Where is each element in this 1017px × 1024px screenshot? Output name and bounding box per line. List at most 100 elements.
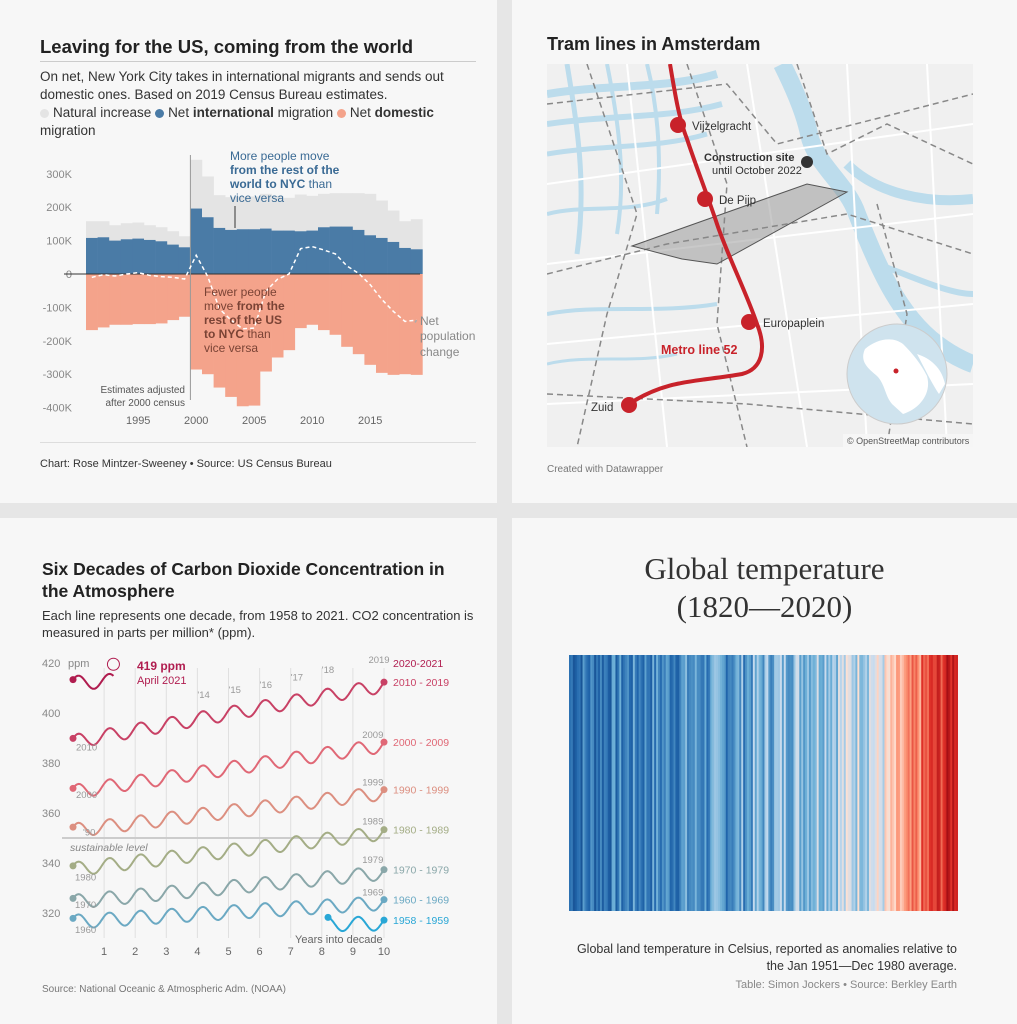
- temperature-stripe: [748, 655, 752, 911]
- stripes-panel: Global temperature (1820—2020) Global lan…: [512, 518, 1017, 1024]
- temperature-stripe: [671, 655, 675, 911]
- domestic-bar: [294, 274, 307, 329]
- x-tick-label: 1995: [126, 415, 150, 427]
- international-bar: [399, 247, 412, 274]
- callout-ring: [106, 657, 120, 671]
- temperature-stripe: [625, 655, 628, 911]
- decade-label: 1970 - 1979: [393, 865, 449, 877]
- decade-line: [72, 741, 385, 797]
- y-tick-label: 300K: [46, 169, 72, 181]
- temperature-stripe: [727, 655, 731, 911]
- legend-swatch: [336, 108, 346, 118]
- international-bar: [248, 229, 261, 274]
- year-tag: '90: [83, 828, 95, 839]
- international-bar: [236, 229, 249, 274]
- temperature-stripe: [745, 655, 748, 911]
- year-tag: 1970: [75, 900, 96, 911]
- net-label: Net: [420, 314, 439, 328]
- international-bar: [329, 226, 342, 274]
- natural-increase-bar: [86, 221, 98, 238]
- temperature-stripe: [901, 655, 905, 911]
- estimates-note: Estimates adjusted: [101, 385, 186, 396]
- domestic-bar: [352, 274, 365, 355]
- temperature-stripe: [590, 655, 593, 911]
- temperature-stripe: [569, 655, 572, 911]
- year-tag: 2010: [76, 743, 97, 754]
- temperature-stripe: [954, 655, 957, 911]
- domestic-bar: [329, 274, 342, 335]
- map-attribution: © OpenStreetMap contributors: [847, 436, 970, 446]
- temperature-stripe: [810, 655, 814, 911]
- international-bar: [190, 208, 203, 274]
- natural-increase-bar: [318, 193, 330, 228]
- decade-series: 1990 - 1999: [69, 785, 449, 837]
- temperature-stripe: [892, 655, 895, 911]
- temperature-stripe: [917, 655, 920, 911]
- year-tag: 1969: [362, 888, 383, 899]
- temperature-stripe: [646, 655, 649, 911]
- international-bar: [410, 249, 423, 274]
- temperature-stripe: [654, 655, 657, 911]
- temperature-stripe: [613, 655, 617, 911]
- temperature-stripe: [803, 655, 806, 911]
- temperature-stripe: [750, 655, 754, 911]
- temperature-stripe: [692, 655, 696, 911]
- decade-end-point: [380, 866, 388, 874]
- temperature-stripe: [696, 655, 700, 911]
- domestic-bar: [260, 274, 272, 372]
- decade-line: [72, 681, 385, 747]
- y-tick-label: 0: [66, 269, 72, 281]
- temperature-stripe: [905, 655, 909, 911]
- temperature-stripe: [836, 655, 839, 911]
- decade-line: [72, 867, 385, 908]
- y-tick-label: 100K: [46, 236, 72, 248]
- temperature-stripe: [915, 655, 918, 911]
- x-tick-label: 2010: [300, 415, 324, 427]
- temperature-stripe: [822, 655, 826, 911]
- legend: Natural increase Net international migra…: [40, 104, 480, 140]
- temperature-stripe: [913, 655, 917, 911]
- temperature-stripe: [851, 655, 855, 911]
- international-bar: [294, 231, 307, 274]
- temperature-stripe: [609, 655, 613, 911]
- annotation-domestic: move from the: [204, 299, 285, 313]
- legend-swatch: [40, 108, 49, 118]
- temperature-stripe: [882, 655, 886, 911]
- decade-end-point: [380, 826, 388, 834]
- station-marker[interactable]: [621, 397, 637, 413]
- decade-end-point: [380, 678, 388, 686]
- sustainable-label: sustainable level: [70, 842, 148, 854]
- station-marker[interactable]: [697, 191, 713, 207]
- temperature-stripe: [605, 655, 609, 911]
- temperature-stripe: [944, 655, 947, 911]
- temperature-stripe: [896, 655, 899, 911]
- x-tick-label: 2000: [184, 415, 208, 427]
- temperature-stripe: [812, 655, 816, 911]
- domestic-bar: [202, 274, 214, 375]
- temperature-stripe: [898, 655, 901, 911]
- natural-increase-bar: [260, 193, 272, 229]
- international-bar: [167, 244, 180, 274]
- domestic-bar: [318, 274, 330, 331]
- station-marker[interactable]: [670, 117, 686, 133]
- temperature-stripe: [766, 655, 769, 911]
- decade-series: 1958 - 1959: [324, 913, 449, 933]
- map[interactable]: Vijzelgracht De Pijp Europaplein Zuid Co…: [547, 64, 973, 447]
- temperature-stripe: [919, 655, 922, 911]
- temperature-stripe: [859, 655, 862, 911]
- year-tag: '15: [229, 685, 241, 696]
- domestic-bar: [399, 274, 412, 375]
- y-tick-label: -100K: [43, 302, 73, 314]
- year-tag: '18: [322, 665, 334, 676]
- international-bar: [155, 241, 168, 274]
- international-bar: [352, 229, 365, 274]
- domestic-bar: [86, 274, 98, 331]
- temperature-stripe: [588, 655, 591, 911]
- station-marker[interactable]: [741, 314, 757, 330]
- international-bar: [306, 230, 319, 274]
- chart-description: On net, New York City takes in internati…: [40, 69, 444, 102]
- temperature-stripe: [603, 655, 607, 911]
- chart-title: Global temperature (1820—2020): [644, 551, 885, 624]
- construction-marker[interactable]: [801, 156, 813, 168]
- temperature-stripe: [942, 655, 946, 911]
